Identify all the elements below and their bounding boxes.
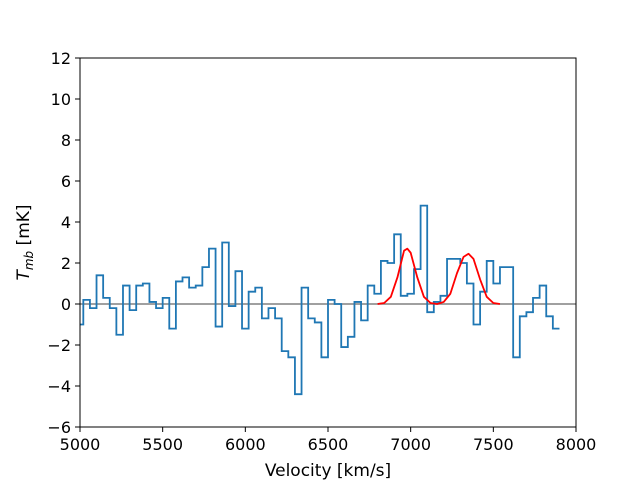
y-axis-label-main: T [14,269,34,281]
y-tick-label: 0 [61,295,71,314]
y-axis-label: Tmb [mK] [14,204,36,280]
x-axis-label: Velocity [km/s] [265,461,391,480]
gaussian-fit-line [377,247,501,305]
y-tick-label: 6 [61,172,71,191]
y-tick-label: 8 [61,131,71,150]
x-tick-label: 7000 [390,435,431,454]
y-axis-label-unit: [mK] [14,204,34,250]
x-tick-label: 5000 [60,435,101,454]
axes-frame [79,57,577,428]
x-tick-label: 7500 [473,435,514,454]
y-tick-label: 10 [51,90,71,109]
plot-area [80,204,576,396]
y-tick-label: 4 [61,213,71,232]
x-tick-label: 6000 [225,435,266,454]
y-axis-label-sub: mb [22,250,36,270]
x-tick-label: 5500 [142,435,183,454]
y-tick-label: −2 [47,336,71,355]
axis-ticks: 5000 5500 6000 6500 7000 7500 8000 −6 −4 −2 0 2 4 6 8 1… [47,49,596,454]
y-tick-label: 12 [51,49,71,68]
y-tick-label: −6 [47,418,71,437]
y-tick-label: 2 [61,254,71,273]
y-tick-label: −4 [47,377,71,396]
x-tick-label: 8000 [556,435,597,454]
spectrum-step-line [80,204,560,396]
x-tick-label: 6500 [308,435,349,454]
